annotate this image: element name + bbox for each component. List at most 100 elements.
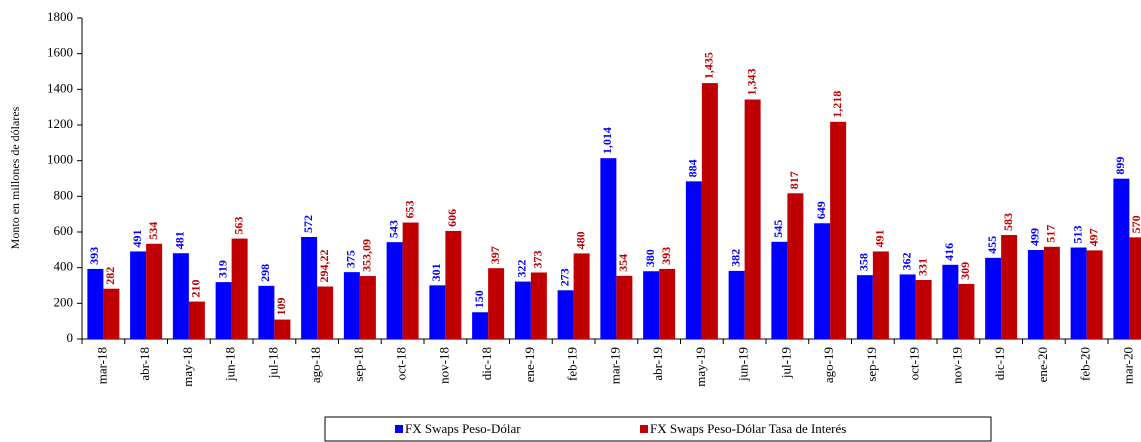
x-tick-label: mar-19 [607,347,622,384]
bar [402,222,419,339]
y-tick-label: 1600 [47,45,73,60]
value-label: 210 [189,280,203,298]
x-tick-label: jun-18 [223,347,238,382]
value-label: 884 [686,159,700,177]
bar [616,275,633,339]
value-label: 649 [814,201,828,219]
y-tick-label: 400 [54,259,74,274]
bar [1113,178,1130,339]
value-label: 817 [787,171,801,189]
x-tick-label: may-19 [693,347,708,387]
value-label: 481 [173,231,187,249]
x-tick-label: abr-19 [650,347,665,381]
bar [685,181,702,339]
bar [958,283,975,339]
bar [573,253,590,339]
bar [744,99,761,339]
bar [530,272,547,339]
value-label: 301 [429,263,443,281]
bar [472,312,489,339]
legend [324,416,992,442]
value-label: 572 [301,215,315,233]
bar [701,83,718,339]
value-label: 513 [1070,226,1084,244]
bar [359,276,376,339]
value-label: 570 [1129,215,1141,233]
value-label: 416 [942,243,956,261]
value-label: 899 [1113,157,1127,175]
bar [985,257,1002,339]
bar [146,243,163,339]
value-label: 480 [573,231,587,249]
bar [343,272,360,339]
x-tick-label: mar-18 [94,347,109,384]
x-tick-label: abr-18 [137,347,152,381]
value-label: 380 [643,249,657,267]
value-label: 309 [958,262,972,280]
value-label: 563 [231,217,245,235]
bar [814,223,831,339]
x-tick-label: may-18 [180,347,195,387]
bar [600,158,617,339]
y-tick-label: 1400 [47,80,73,95]
value-label: 109 [274,298,288,316]
bar [429,285,446,339]
value-label: 375 [344,250,358,268]
y-tick-label: 1200 [47,116,73,131]
bar [557,290,574,339]
bar [830,121,847,339]
value-label: 282 [103,267,117,285]
bar [231,238,248,339]
value-label: 354 [616,254,630,272]
x-tick-label: dic-18 [479,347,494,380]
bar [915,279,932,339]
legend-label: FX Swaps Peso-Dólar [405,421,521,436]
legend-label: FX Swaps Peso-Dólar Tasa de Interés [650,421,846,436]
bar [301,236,318,339]
value-label: 393 [87,247,101,265]
y-tick-label: 800 [54,187,74,202]
value-label: 1,218 [830,91,844,118]
value-label: 606 [445,209,459,227]
value-label: 382 [728,249,742,267]
x-tick-label: dic-19 [992,347,1007,380]
value-label: 298 [258,264,272,282]
x-tick-label: feb-19 [565,347,580,381]
y-tick-label: 200 [54,294,74,309]
y-tick-label: 1800 [47,9,73,24]
x-tick-label: mar-20 [1120,347,1135,384]
value-label: 353,09 [360,239,374,272]
x-tick-label: ene-19 [522,347,537,382]
x-tick-label: ago-19 [821,347,836,383]
bar [899,274,916,339]
y-axis-label: Monto en millones de dólares [8,106,22,249]
value-label: 491 [130,229,144,247]
bar [1043,246,1060,339]
value-label: 534 [146,222,160,240]
bar [514,281,531,339]
bar [445,230,462,339]
x-tick-label: jul-18 [265,347,280,379]
bar [87,268,104,339]
y-tick-label: 0 [67,330,74,345]
bar [942,264,959,339]
value-label: 653 [402,201,416,219]
x-tick-label: feb-20 [1078,347,1093,381]
value-label: 497 [1086,228,1100,246]
value-label: 393 [659,247,673,265]
legend-swatch [395,425,403,433]
x-tick-label: sep-18 [351,347,366,382]
value-label: 322 [515,260,529,278]
value-label: 1,014 [600,127,614,154]
bar [103,288,120,339]
value-label: 373 [531,250,545,268]
value-label: 1,343 [744,68,758,95]
bar [728,270,745,339]
x-tick-label: jul-19 [778,347,793,379]
bar [872,251,889,339]
value-label: 543 [386,220,400,238]
value-label: 517 [1044,225,1058,243]
value-label: 362 [899,252,913,270]
value-label: 491 [873,229,887,247]
